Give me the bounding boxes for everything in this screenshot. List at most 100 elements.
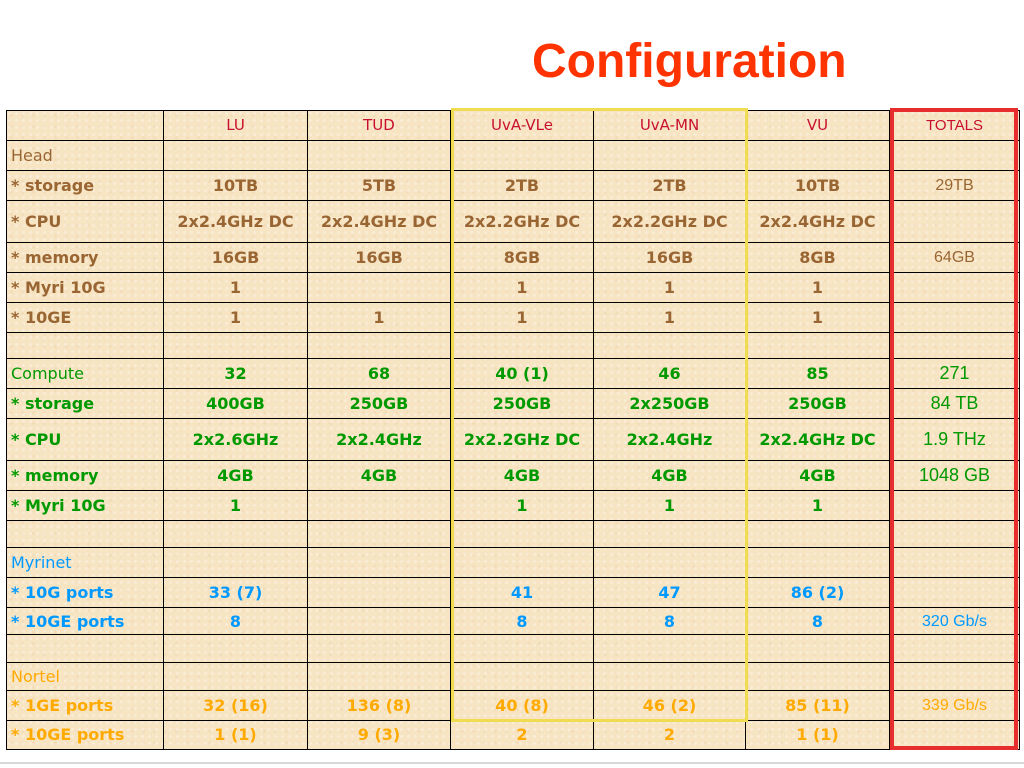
- table-row: * Myri 10G 1 1 1 1: [6, 489, 1020, 521]
- configuration-table: LU TUD UvA-VLe UvA-MN VU TOTALS Head * s…: [6, 109, 1020, 751]
- cell-uva-mn: 1: [593, 271, 746, 303]
- cell-lu: 33 (7): [163, 577, 308, 609]
- cell-lu: 400GB: [163, 388, 308, 420]
- cell-lu: 32 (16): [163, 689, 308, 721]
- cell-uva-mn: 2: [593, 719, 746, 751]
- section-row-head: Head: [6, 140, 1020, 172]
- section-row-nortel: Nortel: [6, 661, 1020, 691]
- cell-tud: 4GB: [307, 459, 451, 491]
- table-row: * CPU 2x2.4GHz DC 2x2.4GHz DC 2x2.2GHz D…: [6, 200, 1020, 243]
- cell-uva-vle: 1: [450, 271, 594, 303]
- cell-total: [889, 301, 1020, 334]
- cell-uva-mn: 1: [593, 489, 746, 521]
- cell-total: 64GB: [889, 241, 1020, 273]
- cell-lu: 1: [163, 301, 308, 334]
- cell-vu: 250GB: [745, 388, 890, 420]
- cell-tud: 2x2.4GHz DC: [307, 200, 451, 243]
- cell-vu: 4GB: [745, 459, 890, 491]
- cell-uva-vle: 4GB: [450, 459, 594, 491]
- row-label: * 10GE: [6, 301, 164, 334]
- row-label: * Myri 10G: [6, 271, 164, 303]
- cell-tud: [307, 607, 451, 636]
- row-label: * Myri 10G: [6, 489, 164, 521]
- cell-lu: 2x2.4GHz DC: [163, 200, 308, 243]
- cell-total: 1048 GB: [889, 459, 1020, 491]
- cell-vu: 1: [745, 489, 890, 521]
- page-title: Configuration: [532, 35, 847, 88]
- section-label-compute: Compute: [6, 358, 164, 390]
- cell-vu: 10TB: [745, 170, 890, 202]
- cell-total: 271: [889, 358, 1020, 390]
- bottom-divider: [0, 762, 1024, 764]
- cell-uva-mn: 8: [593, 607, 746, 636]
- cell-uva-vle: 40 (8): [450, 689, 594, 721]
- cell-uva-vle: 2: [450, 719, 594, 751]
- table-row: * CPU 2x2.6GHz 2x2.4GHz 2x2.2GHz DC 2x2.…: [6, 418, 1020, 461]
- cell-total: 1.9 THz: [889, 418, 1020, 461]
- cell-tud: 2x2.4GHz: [307, 418, 451, 461]
- cell-uva-mn: 2x2.2GHz DC: [593, 200, 746, 243]
- spacer-row: [6, 332, 1020, 360]
- cell-tud: 16GB: [307, 241, 451, 273]
- cell-tud: [307, 271, 451, 303]
- cell-uva-mn: 46 (2): [593, 689, 746, 721]
- cell-uva-mn: 1: [593, 301, 746, 334]
- cell-vu: 85 (11): [745, 689, 890, 721]
- row-label: * memory: [6, 241, 164, 273]
- table-row: * 1GE ports 32 (16) 136 (8) 40 (8) 46 (2…: [6, 689, 1020, 721]
- table-row: * storage 10TB 5TB 2TB 2TB 10TB 29TB: [6, 170, 1020, 202]
- cell-uva-vle: 1: [450, 489, 594, 521]
- cell-uva-mn: 2TB: [593, 170, 746, 202]
- cell-uva-vle: 250GB: [450, 388, 594, 420]
- header-cell-vu: VU: [745, 109, 890, 142]
- cell-total: [889, 489, 1020, 521]
- cell-vu: 1: [745, 301, 890, 334]
- section-label-myrinet: Myrinet: [6, 547, 164, 579]
- cell-lu: 10TB: [163, 170, 308, 202]
- cell-total: 339 Gb/s: [889, 689, 1020, 721]
- cell-vu: 1 (1): [745, 719, 890, 751]
- table-row: * 10G ports 33 (7) 41 47 86 (2): [6, 577, 1020, 609]
- spacer-row: [6, 519, 1020, 549]
- section-row-compute: Compute 32 68 40 (1) 46 85 271: [6, 358, 1020, 390]
- cell-uva-vle: 2x2.2GHz DC: [450, 418, 594, 461]
- row-label: * CPU: [6, 418, 164, 461]
- cell-lu: 2x2.6GHz: [163, 418, 308, 461]
- row-label: * 10GE ports: [6, 607, 164, 636]
- cell-vu: 8: [745, 607, 890, 636]
- cell-tud: [307, 489, 451, 521]
- table-row: * storage 400GB 250GB 250GB 2x250GB 250G…: [6, 388, 1020, 420]
- cell-uva-vle: 40 (1): [450, 358, 594, 390]
- table-row: * 10GE ports 1 (1) 9 (3) 2 2 1 (1): [6, 719, 1020, 751]
- cell-total: [889, 577, 1020, 609]
- spacer-row: [6, 634, 1020, 663]
- cell-uva-mn: 47: [593, 577, 746, 609]
- header-cell-lu: LU: [163, 109, 308, 142]
- cell-tud: 5TB: [307, 170, 451, 202]
- row-label: * memory: [6, 459, 164, 491]
- table-row: * memory 4GB 4GB 4GB 4GB 4GB 1048 GB: [6, 459, 1020, 491]
- cell-tud: 9 (3): [307, 719, 451, 751]
- header-row: LU TUD UvA-VLe UvA-MN VU TOTALS: [6, 109, 1020, 142]
- row-label: * CPU: [6, 200, 164, 243]
- section-row-myrinet: Myrinet: [6, 547, 1020, 579]
- table-row: * 10GE ports 8 8 8 8 320 Gb/s: [6, 607, 1020, 636]
- cell-total: [889, 271, 1020, 303]
- cell-vu: 85: [745, 358, 890, 390]
- cell-lu: 1: [163, 271, 308, 303]
- cell-uva-vle: 8GB: [450, 241, 594, 273]
- cell-lu: 16GB: [163, 241, 308, 273]
- cell-uva-vle: 41: [450, 577, 594, 609]
- row-label: * 10G ports: [6, 577, 164, 609]
- cell-total: 320 Gb/s: [889, 607, 1020, 636]
- cell-uva-mn: 2x2.4GHz: [593, 418, 746, 461]
- row-label: * 10GE ports: [6, 719, 164, 751]
- cell-uva-mn: 2x250GB: [593, 388, 746, 420]
- cell-lu: 8: [163, 607, 308, 636]
- cell-uva-mn: 16GB: [593, 241, 746, 273]
- cell-lu: 1: [163, 489, 308, 521]
- table-row: * memory 16GB 16GB 8GB 16GB 8GB 64GB: [6, 241, 1020, 273]
- row-label: * 1GE ports: [6, 689, 164, 721]
- header-cell-tud: TUD: [307, 109, 451, 142]
- cell-tud: 250GB: [307, 388, 451, 420]
